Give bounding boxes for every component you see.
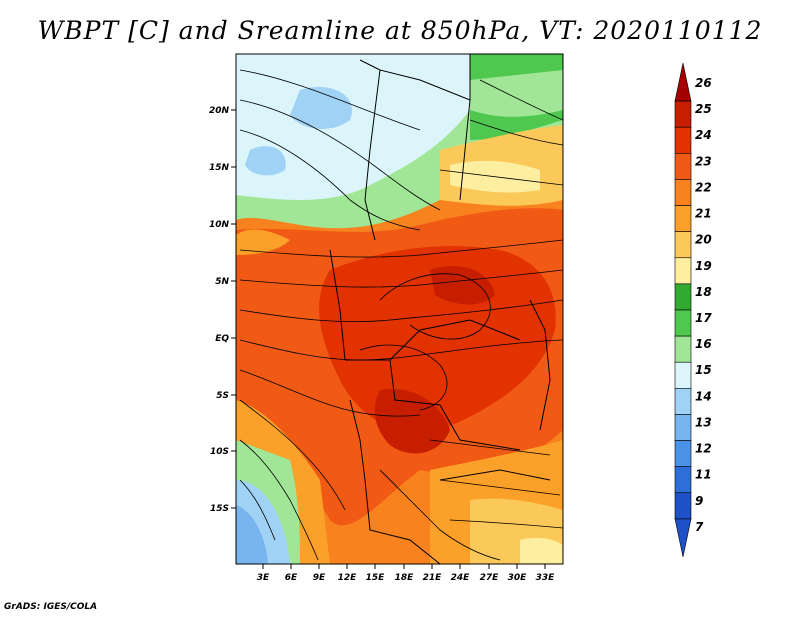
colorbar-swatch	[674, 492, 692, 520]
lat-label: 20N	[209, 106, 230, 116]
colorbar-swatch	[674, 388, 692, 415]
lon-label: 33E	[536, 573, 556, 583]
lat-label: 5S	[216, 391, 229, 401]
lat-label: 10S	[210, 447, 229, 457]
lon-label: 27E	[480, 573, 500, 583]
lat-label: 15S	[210, 504, 229, 514]
lon-label: 9E	[313, 573, 326, 583]
colorbar-label: 23	[695, 154, 712, 168]
colorbar-swatch	[674, 309, 692, 337]
colorbar-label: 21	[695, 207, 712, 221]
country-borders	[329, 54, 551, 564]
lon-label: 15E	[366, 573, 386, 583]
lat-label: 5N	[215, 277, 229, 287]
colorbar-label: 26	[695, 76, 712, 90]
lat-label: 15N	[209, 163, 230, 173]
lon-label: 6E	[285, 573, 298, 583]
colorbar-label: 16	[695, 337, 712, 351]
colorbar-label: 11	[695, 468, 712, 482]
lon-label: 12E	[338, 573, 358, 583]
colorbar-swatch	[674, 414, 692, 441]
colorbar-label: 20	[695, 233, 712, 247]
lon-label: 21E	[423, 573, 443, 583]
colorbar-swatch	[674, 205, 692, 232]
lat-label: EQ	[215, 334, 229, 344]
colorbar-label: 13	[695, 415, 712, 429]
colorbar-label: 19	[695, 259, 712, 273]
lon-label: 24E	[451, 573, 471, 583]
colorbar-swatch	[674, 126, 692, 154]
colorbar-swatch	[674, 231, 692, 259]
colorbar-swatch	[674, 153, 692, 180]
latitude-labels: 20N 15N 10N 5N EQ 5S 10S 15S	[209, 106, 230, 514]
colorbar-swatch	[674, 257, 692, 285]
streamlines	[239, 69, 563, 561]
colorbar-label: 17	[695, 311, 712, 325]
chart-title: WBPT [C] and Sreamline at 850hPa, VT: 20…	[37, 16, 763, 45]
lon-label: 3E	[257, 573, 270, 583]
colorbar-label: 22	[695, 180, 712, 194]
colorbar-swatch	[674, 335, 692, 363]
colorbar-label: 24	[695, 128, 712, 142]
colorbar-swatch	[674, 361, 692, 389]
colorbar-swatch	[674, 62, 692, 102]
colorbar-label: 9	[695, 494, 703, 508]
lon-label: 18E	[395, 573, 415, 583]
wbpt-shading	[236, 54, 563, 564]
colorbar-label: 15	[695, 363, 712, 377]
map-frame	[235, 53, 564, 565]
colorbar-label: 25	[695, 102, 712, 116]
colorbar-label: 12	[695, 442, 712, 456]
lat-label: 10N	[209, 220, 230, 230]
colorbar-swatch	[674, 518, 692, 558]
colorbar-swatch	[674, 100, 692, 128]
longitude-labels: 3E 6E 9E 12E 15E 18E 21E 24E 27E 30E 33E	[257, 573, 555, 583]
colorbar-swatch	[674, 466, 692, 494]
colorbar-swatch	[674, 283, 692, 311]
credit-text: GrADS: IGES/COLA	[4, 602, 98, 612]
colorbar-label: 14	[695, 389, 712, 403]
colorbar-label: 18	[695, 285, 712, 299]
colorbar-swatch	[674, 440, 692, 467]
axis-ticks	[231, 109, 546, 569]
colorbar: 26 25 24 23 22 21 20 19 18 17 16 15 14 13 12 11 9 7	[674, 62, 712, 558]
colorbar-label: 7	[695, 520, 704, 534]
lon-label: 30E	[508, 573, 528, 583]
colorbar-swatch	[674, 179, 692, 206]
